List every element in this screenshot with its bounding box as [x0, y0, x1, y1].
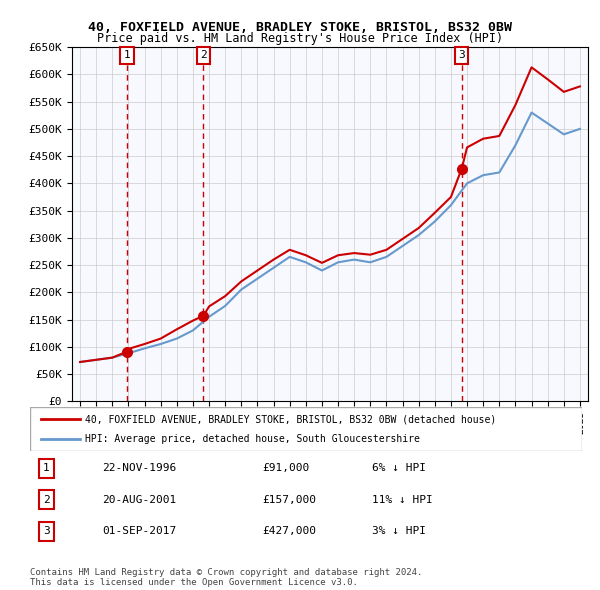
Text: 40, FOXFIELD AVENUE, BRADLEY STOKE, BRISTOL, BS32 0BW (detached house): 40, FOXFIELD AVENUE, BRADLEY STOKE, BRIS… [85, 415, 496, 424]
Text: £427,000: £427,000 [262, 526, 316, 536]
FancyBboxPatch shape [30, 407, 582, 451]
Text: Contains HM Land Registry data © Crown copyright and database right 2024.
This d: Contains HM Land Registry data © Crown c… [30, 568, 422, 587]
Text: 40, FOXFIELD AVENUE, BRADLEY STOKE, BRISTOL, BS32 0BW: 40, FOXFIELD AVENUE, BRADLEY STOKE, BRIS… [88, 21, 512, 34]
Text: 11% ↓ HPI: 11% ↓ HPI [372, 495, 433, 505]
Text: 1: 1 [124, 50, 130, 60]
Text: 2: 2 [43, 495, 50, 505]
Text: 22-NOV-1996: 22-NOV-1996 [102, 464, 176, 473]
Text: 3: 3 [458, 50, 465, 60]
Text: 2: 2 [200, 50, 207, 60]
Text: HPI: Average price, detached house, South Gloucestershire: HPI: Average price, detached house, Sout… [85, 434, 420, 444]
Text: Price paid vs. HM Land Registry's House Price Index (HPI): Price paid vs. HM Land Registry's House … [97, 32, 503, 45]
Text: £157,000: £157,000 [262, 495, 316, 505]
Text: 01-SEP-2017: 01-SEP-2017 [102, 526, 176, 536]
Text: 1: 1 [43, 464, 50, 473]
Text: 3: 3 [43, 526, 50, 536]
Text: 20-AUG-2001: 20-AUG-2001 [102, 495, 176, 505]
Text: 6% ↓ HPI: 6% ↓ HPI [372, 464, 426, 473]
Text: £91,000: £91,000 [262, 464, 309, 473]
Text: 3% ↓ HPI: 3% ↓ HPI [372, 526, 426, 536]
